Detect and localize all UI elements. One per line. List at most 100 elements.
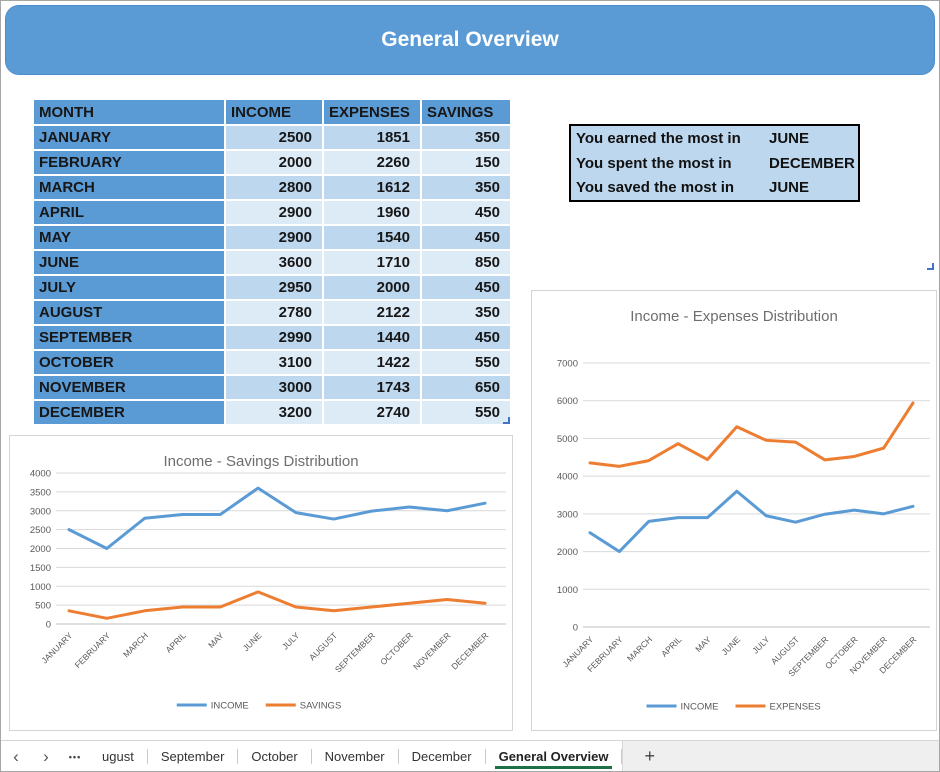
income-expenses-chart[interactable]: Income - Expenses Distribution 0 1000 2000 3… [531, 290, 937, 731]
sheet-tab-september[interactable]: September [160, 749, 225, 764]
series-line-expenses [588, 401, 915, 468]
page-title: General Overview [381, 28, 559, 51]
cell-expenses[interactable]: 2260 [324, 151, 420, 174]
table-resize-handle[interactable] [927, 263, 934, 270]
cell-month[interactable]: OCTOBER [34, 351, 224, 374]
cell-savings[interactable]: 350 [422, 126, 510, 149]
svg-text:4000: 4000 [30, 469, 51, 480]
cell-expenses[interactable]: 2740 [324, 401, 420, 424]
cell-income[interactable]: 2000 [226, 151, 322, 174]
summary-label: You spent the most in [576, 154, 732, 172]
cell-income[interactable]: 2950 [226, 276, 322, 299]
cell-savings[interactable]: 350 [422, 176, 510, 199]
cell-expenses[interactable]: 2000 [324, 276, 420, 299]
x-axis-label: AUGUST [307, 630, 339, 662]
summary-label: You earned the most in [576, 129, 741, 147]
cell-month[interactable]: JANUARY [34, 126, 224, 149]
table-resize-handle[interactable] [503, 417, 510, 424]
cell-income[interactable]: 2900 [226, 201, 322, 224]
title-banner[interactable]: General Overview [5, 5, 935, 75]
sheet-tab-october[interactable]: October [251, 749, 298, 764]
cell-savings[interactable]: 550 [422, 351, 510, 374]
cell-month[interactable]: MARCH [34, 176, 224, 199]
summary-row[interactable]: You saved the most in JUNE [571, 175, 858, 200]
svg-text:1000: 1000 [557, 585, 578, 596]
svg-text:2500: 2500 [30, 525, 51, 536]
svg-text:7000: 7000 [557, 359, 578, 370]
cell-income[interactable]: 2780 [226, 301, 322, 324]
sheet-tab-bar: ‹ › ••• ugust September October November Dec… [1, 740, 939, 771]
cell-income[interactable]: 3100 [226, 351, 322, 374]
header-cell-savings[interactable]: SAVINGS [422, 100, 510, 124]
header-cell-income[interactable]: INCOME [226, 100, 322, 124]
tab-divider [310, 749, 312, 764]
cell-expenses[interactable]: 1422 [324, 351, 420, 374]
sheet-tab-november[interactable]: November [324, 749, 385, 764]
cell-savings[interactable]: 450 [422, 326, 510, 349]
cell-income[interactable]: 2500 [226, 126, 322, 149]
tabbar-filler: + [622, 741, 939, 771]
legend-label: EXPENSES [770, 702, 821, 713]
x-axis-label: MAY [206, 630, 226, 650]
cell-savings[interactable]: 450 [422, 276, 510, 299]
sheet-tabs: ugust September October November December Gen… [89, 741, 623, 771]
x-axis-label: JANUARY [39, 630, 74, 665]
cell-savings[interactable]: 350 [422, 301, 510, 324]
chevron-right-icon[interactable]: › [43, 746, 49, 766]
cell-expenses[interactable]: 1612 [324, 176, 420, 199]
chevron-left-icon[interactable]: ‹ [13, 746, 19, 766]
tab-overflow-icon[interactable]: ••• [68, 751, 82, 762]
x-axis-label: SEPTEMBER [333, 630, 377, 674]
legend-label: INCOME [681, 702, 719, 713]
cell-month[interactable]: FEBRUARY [34, 151, 224, 174]
cell-month[interactable]: JULY [34, 276, 224, 299]
summary-row[interactable]: You spent the most in DECEMBER [571, 151, 858, 176]
summary-row[interactable]: You earned the most in JUNE [571, 126, 858, 151]
x-axis-label: JUNE [719, 634, 742, 657]
svg-text:3500: 3500 [30, 487, 51, 498]
cell-expenses[interactable]: 1710 [324, 251, 420, 274]
add-sheet-button[interactable]: + [644, 746, 655, 766]
cell-savings[interactable]: 650 [422, 376, 510, 399]
cell-expenses[interactable]: 1540 [324, 226, 420, 249]
x-axis-label: FEBRUARY [73, 630, 113, 670]
cell-month[interactable]: JUNE [34, 251, 224, 274]
series-line-income [67, 486, 487, 550]
x-axis-label: APRIL [659, 634, 684, 659]
x-axis-label: JULY [280, 630, 302, 652]
cell-month[interactable]: MAY [34, 226, 224, 249]
cell-income[interactable]: 2990 [226, 326, 322, 349]
cell-income[interactable]: 2900 [226, 226, 322, 249]
summary-box[interactable]: You earned the most in JUNE You spent the … [569, 124, 860, 202]
cell-expenses[interactable]: 2122 [324, 301, 420, 324]
cell-month[interactable]: NOVEMBER [34, 376, 224, 399]
cell-income[interactable]: 3600 [226, 251, 322, 274]
cell-expenses[interactable]: 1960 [324, 201, 420, 224]
cell-savings[interactable]: 550 [422, 401, 510, 424]
cell-month[interactable]: SEPTEMBER [34, 326, 224, 349]
header-cell-month[interactable]: MONTH [34, 100, 224, 124]
sheet-tab-general-overview[interactable]: General Overview [485, 741, 622, 771]
legend-label: INCOME [211, 701, 249, 712]
cell-month[interactable]: APRIL [34, 201, 224, 224]
sheet-tab-ugust[interactable]: ugust [102, 749, 134, 764]
sheet-tab-december[interactable]: December [411, 749, 472, 764]
header-cell-expenses[interactable]: EXPENSES [324, 100, 420, 124]
cell-expenses[interactable]: 1440 [324, 326, 420, 349]
svg-text:4000: 4000 [557, 472, 578, 483]
svg-text:3000: 3000 [30, 506, 51, 517]
cell-savings[interactable]: 850 [422, 251, 510, 274]
cell-income[interactable]: 2800 [226, 176, 322, 199]
tab-divider [484, 749, 486, 764]
cell-savings[interactable]: 450 [422, 201, 510, 224]
cell-savings[interactable]: 150 [422, 151, 510, 174]
income-savings-chart[interactable]: Income - Savings Distribution 0 500 1000 150… [9, 435, 513, 731]
cell-income[interactable]: 3000 [226, 376, 322, 399]
cell-savings[interactable]: 450 [422, 226, 510, 249]
cell-month[interactable]: DECEMBER [34, 401, 224, 424]
cell-expenses[interactable]: 1743 [324, 376, 420, 399]
x-axis-label: DECEMBER [449, 630, 490, 671]
cell-month[interactable]: AUGUST [34, 301, 224, 324]
cell-income[interactable]: 3200 [226, 401, 322, 424]
cell-expenses[interactable]: 1851 [324, 126, 420, 149]
